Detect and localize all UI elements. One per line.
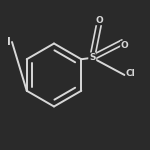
Text: S: S: [89, 53, 96, 62]
Text: O: O: [95, 16, 103, 25]
Text: I: I: [7, 37, 10, 47]
Text: O: O: [121, 41, 128, 50]
Text: Cl: Cl: [126, 69, 136, 78]
